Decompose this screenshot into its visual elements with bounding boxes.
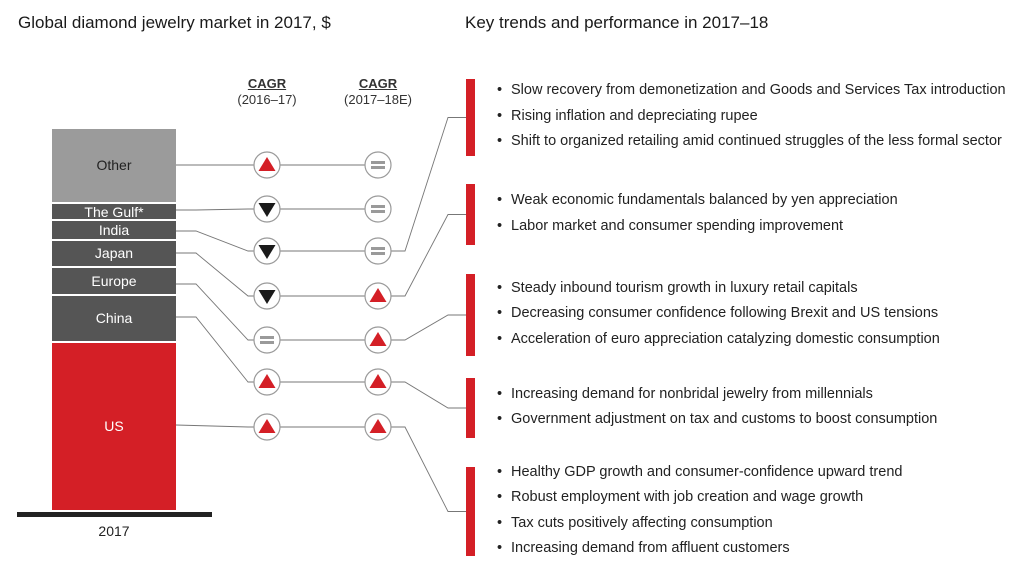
trend-group-marker: [466, 79, 475, 156]
cagr-header-label: CAGR: [247, 76, 287, 91]
bar-segment-china: China: [52, 296, 176, 341]
trend-up-icon: [253, 413, 281, 441]
segment-label: Europe: [91, 272, 137, 289]
trend-text: Labor market and consumer spending impro…: [511, 217, 844, 234]
bar-segment-europe: Europe: [52, 267, 176, 295]
trend-text: Tax cuts positively affecting consumptio…: [511, 514, 773, 531]
trend-text: Government adjustment on tax and customs…: [511, 411, 938, 427]
cagr-header-period: (2016–17): [237, 92, 297, 107]
trend-bullet: Slow recovery from demonetization and Go…: [497, 82, 1006, 98]
trend-bullet: Acceleration of euro appreciation cataly…: [497, 331, 940, 347]
trend-text: Increasing demand for nonbridal jewelry …: [511, 385, 873, 402]
connector-line: [391, 314, 466, 341]
trend-bullet: Healthy GDP growth and consumer-confiden…: [497, 464, 902, 480]
trend-group-marker: [466, 184, 475, 245]
trend-text: Steady inbound tourism growth in luxury …: [511, 279, 858, 296]
trend-flat-icon: [364, 151, 392, 179]
cagr-header-period: (2017–18E): [344, 92, 412, 107]
trend-up-icon: [364, 282, 392, 310]
connector-line: [391, 117, 466, 252]
cagr-header-2017-18e: CAGR (2017–18E): [328, 76, 428, 107]
trend-up-icon: [253, 151, 281, 179]
segment-label: The Gulf*: [84, 203, 144, 220]
x-axis-baseline: [17, 512, 212, 517]
trend-group-marker: [466, 274, 475, 356]
connector-line: [176, 283, 254, 341]
trend-text: Increasing demand from affluent customer…: [511, 540, 790, 556]
connector-line: [176, 252, 254, 297]
bar-segment-japan: Japan: [52, 241, 176, 266]
trend-bullet: Robust employment with job creation and …: [497, 489, 863, 505]
trend-text: Acceleration of euro appreciation cataly…: [511, 330, 940, 347]
trend-up-icon: [253, 368, 281, 396]
segment-label: Other: [96, 157, 132, 174]
trend-up-icon: [364, 326, 392, 354]
trend-down-icon: [253, 237, 281, 265]
trend-up-icon: [364, 413, 392, 441]
cagr-header-2016-17: CAGR (2016–17): [217, 76, 317, 107]
trend-flat-icon: [253, 326, 281, 354]
trend-text: Weak economic fundamentals balanced by y…: [511, 192, 898, 208]
connector-line: [176, 230, 254, 252]
cagr-header-label: CAGR: [358, 76, 398, 91]
trend-bullet: Increasing demand for nonbridal jewelry …: [497, 386, 873, 402]
trend-bullet: Tax cuts positively affecting consumptio…: [497, 515, 773, 531]
trend-flat-icon: [364, 195, 392, 223]
trend-up-icon: [364, 368, 392, 396]
trend-text: Rising inflation and depreciating rupee: [511, 107, 758, 124]
trend-down-icon: [253, 195, 281, 223]
trend-bullet: Weak economic fundamentals balanced by y…: [497, 192, 898, 208]
trend-down-icon: [253, 282, 281, 310]
trends-title: Key trends and performance in 2017–18: [465, 13, 769, 32]
trend-text: Shift to organized retailing amid contin…: [511, 133, 1002, 150]
connector-line: [391, 381, 466, 409]
trend-bullet: Steady inbound tourism growth in luxury …: [497, 280, 858, 296]
trend-group-marker: [466, 378, 475, 438]
bar-segment-the-gulf: The Gulf*: [52, 203, 176, 220]
bar-segment-other: Other: [52, 129, 176, 202]
trend-bullet: Shift to organized retailing amid contin…: [497, 133, 1002, 149]
trend-text: Healthy GDP growth and consumer-confiden…: [511, 463, 903, 480]
trend-text: Decreasing consumer confidence following…: [511, 305, 939, 322]
trend-bullet: Rising inflation and depreciating rupee: [497, 108, 758, 124]
segment-label: China: [95, 310, 133, 327]
trend-bullet: Labor market and consumer spending impro…: [497, 218, 843, 234]
connector-line: [175, 424, 254, 428]
connector-line: [176, 316, 254, 383]
trend-flat-icon: [364, 237, 392, 265]
x-tick-label: 2017: [98, 523, 130, 539]
trend-text: Robust employment with job creation and …: [511, 489, 864, 505]
connector-line: [391, 426, 466, 512]
trend-group-marker: [466, 467, 475, 556]
trend-text: Slow recovery from demonetization and Go…: [511, 82, 1006, 99]
bar-segment-us: US: [52, 342, 176, 510]
bar-segment-india: India: [52, 221, 176, 240]
connector-line: [176, 208, 254, 211]
trend-bullet: Increasing demand from affluent customer…: [497, 540, 790, 556]
trend-bullet: Government adjustment on tax and customs…: [497, 411, 937, 427]
connector-line: [391, 214, 466, 297]
segment-label: India: [98, 222, 130, 239]
chart-title: Global diamond jewelry market in 2017, $: [18, 13, 331, 32]
segment-label: Japan: [94, 245, 134, 262]
segment-label: US: [104, 418, 124, 435]
trend-bullet: Decreasing consumer confidence following…: [497, 305, 938, 321]
